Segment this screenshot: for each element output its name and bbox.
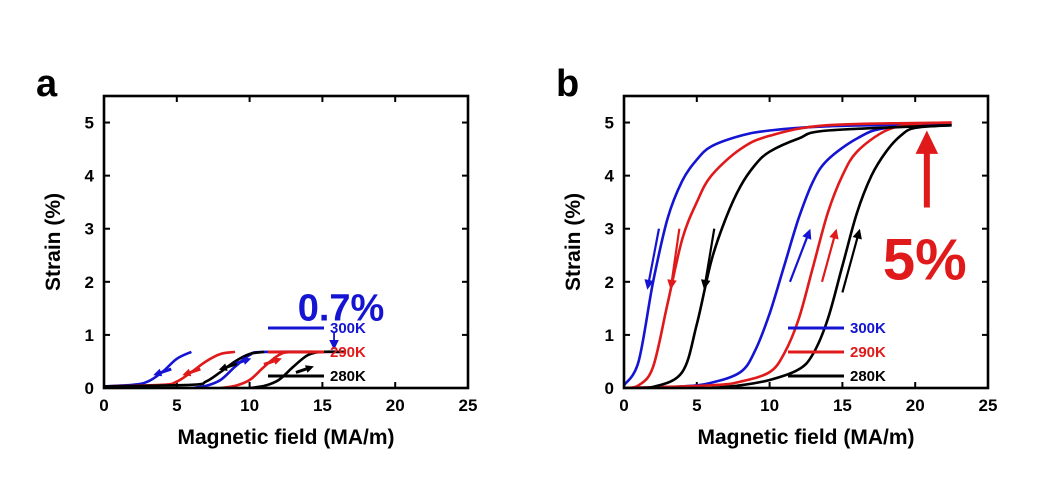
- panel-b: b 0 5 10 15 20 25 0 1 2 3 4 5 Magnetic field (MA/m) St…: [556, 63, 997, 449]
- series-300K-down-line: [191, 350, 345, 388]
- series-300K-up-line: [624, 123, 952, 388]
- annotation-arrow-head: [915, 130, 939, 154]
- series-290K-down-line: [220, 350, 345, 388]
- legend-label: 300K: [330, 320, 366, 337]
- x-tick-label: 5: [172, 396, 181, 415]
- direction-arrow-shaft: [295, 367, 308, 374]
- y-axis-title: Strain (%): [42, 193, 65, 291]
- direction-arrow-head: [667, 279, 677, 290]
- direction-arrow-head: [182, 368, 192, 377]
- x-tick-label: 25: [979, 396, 998, 415]
- direction-arrow-head: [852, 228, 862, 240]
- annotation-label: 5%: [883, 227, 967, 292]
- legend-label: 290K: [330, 344, 366, 361]
- direction-arrow-shaft: [263, 359, 276, 366]
- x-tick-label: 15: [313, 396, 332, 415]
- direction-arrow-shaft: [670, 228, 681, 282]
- x-tick-label: 0: [619, 396, 628, 415]
- panel-letter: a: [36, 63, 58, 105]
- annotation-arrow-head: [329, 339, 339, 350]
- direction-arrow-shaft: [841, 236, 859, 293]
- legend-label: 290K: [850, 344, 886, 361]
- y-tick-label: 0: [85, 379, 94, 398]
- y-tick-label: 0: [605, 379, 614, 398]
- direction-arrow-head: [700, 279, 711, 290]
- direction-arrow-shaft: [188, 367, 201, 375]
- curves: [624, 121, 952, 388]
- annotation-label: 0.7%: [298, 287, 385, 329]
- panel-a: a 0 5 10 15 20 25 0 1 2 3 4 5 Magnetic field (MA/m) St…: [36, 63, 477, 449]
- legend-label: 280K: [850, 368, 886, 385]
- series-280K-up-line: [104, 350, 265, 388]
- y-tick-label: 5: [85, 114, 94, 133]
- direction-arrow-shaft: [820, 236, 836, 283]
- panel-letter: b: [556, 63, 579, 105]
- y-tick-label: 2: [605, 273, 614, 292]
- x-tick-label: 25: [459, 396, 478, 415]
- direction-arrow-head: [218, 363, 228, 371]
- direction-arrow-head: [242, 357, 252, 365]
- series-280K-down-line: [624, 123, 952, 388]
- direction-arrow-head: [802, 228, 812, 240]
- y-tick-label: 4: [85, 167, 95, 186]
- y-tick-label: 5: [605, 114, 614, 133]
- direction-arrow-shaft: [647, 228, 661, 282]
- x-axis-title: Magnetic field (MA/m): [697, 426, 914, 449]
- x-axis-title: Magnetic field (MA/m): [177, 426, 394, 449]
- x-tick-label: 15: [833, 396, 852, 415]
- y-tick-label: 1: [85, 326, 94, 345]
- x-tick-label: 20: [386, 396, 405, 415]
- direction-arrow-head: [305, 365, 314, 373]
- direction-arrow-shaft: [225, 362, 238, 369]
- direction-arrow-head: [644, 279, 654, 290]
- series-290K-down-line: [624, 121, 952, 388]
- direction-arrow-head: [829, 228, 839, 240]
- x-tick-label: 0: [99, 396, 108, 415]
- legend-label: 280K: [330, 368, 366, 385]
- y-tick-label: 3: [605, 220, 614, 239]
- x-tick-label: 5: [692, 396, 701, 415]
- y-axis-title: Strain (%): [562, 193, 585, 291]
- direction-arrow-head: [153, 368, 163, 377]
- series-280K-up-line: [711, 123, 952, 388]
- y-tick-label: 3: [85, 220, 94, 239]
- direction-arrow-shaft: [788, 236, 809, 283]
- x-tick-label: 10: [240, 396, 259, 415]
- y-tick-label: 1: [605, 326, 614, 345]
- plot-frame: [622, 94, 990, 390]
- direction-arrow-shaft: [159, 367, 172, 375]
- y-tick-label: 4: [605, 167, 615, 186]
- legend-label: 300K: [850, 320, 886, 337]
- series-290K-up-line: [624, 121, 952, 388]
- direction-arrow-head: [272, 357, 282, 365]
- x-tick-label: 20: [906, 396, 925, 415]
- direction-arrow-shaft: [704, 228, 716, 282]
- y-tick-label: 2: [85, 273, 94, 292]
- x-tick-label: 10: [760, 396, 779, 415]
- plot-frame: [102, 94, 470, 390]
